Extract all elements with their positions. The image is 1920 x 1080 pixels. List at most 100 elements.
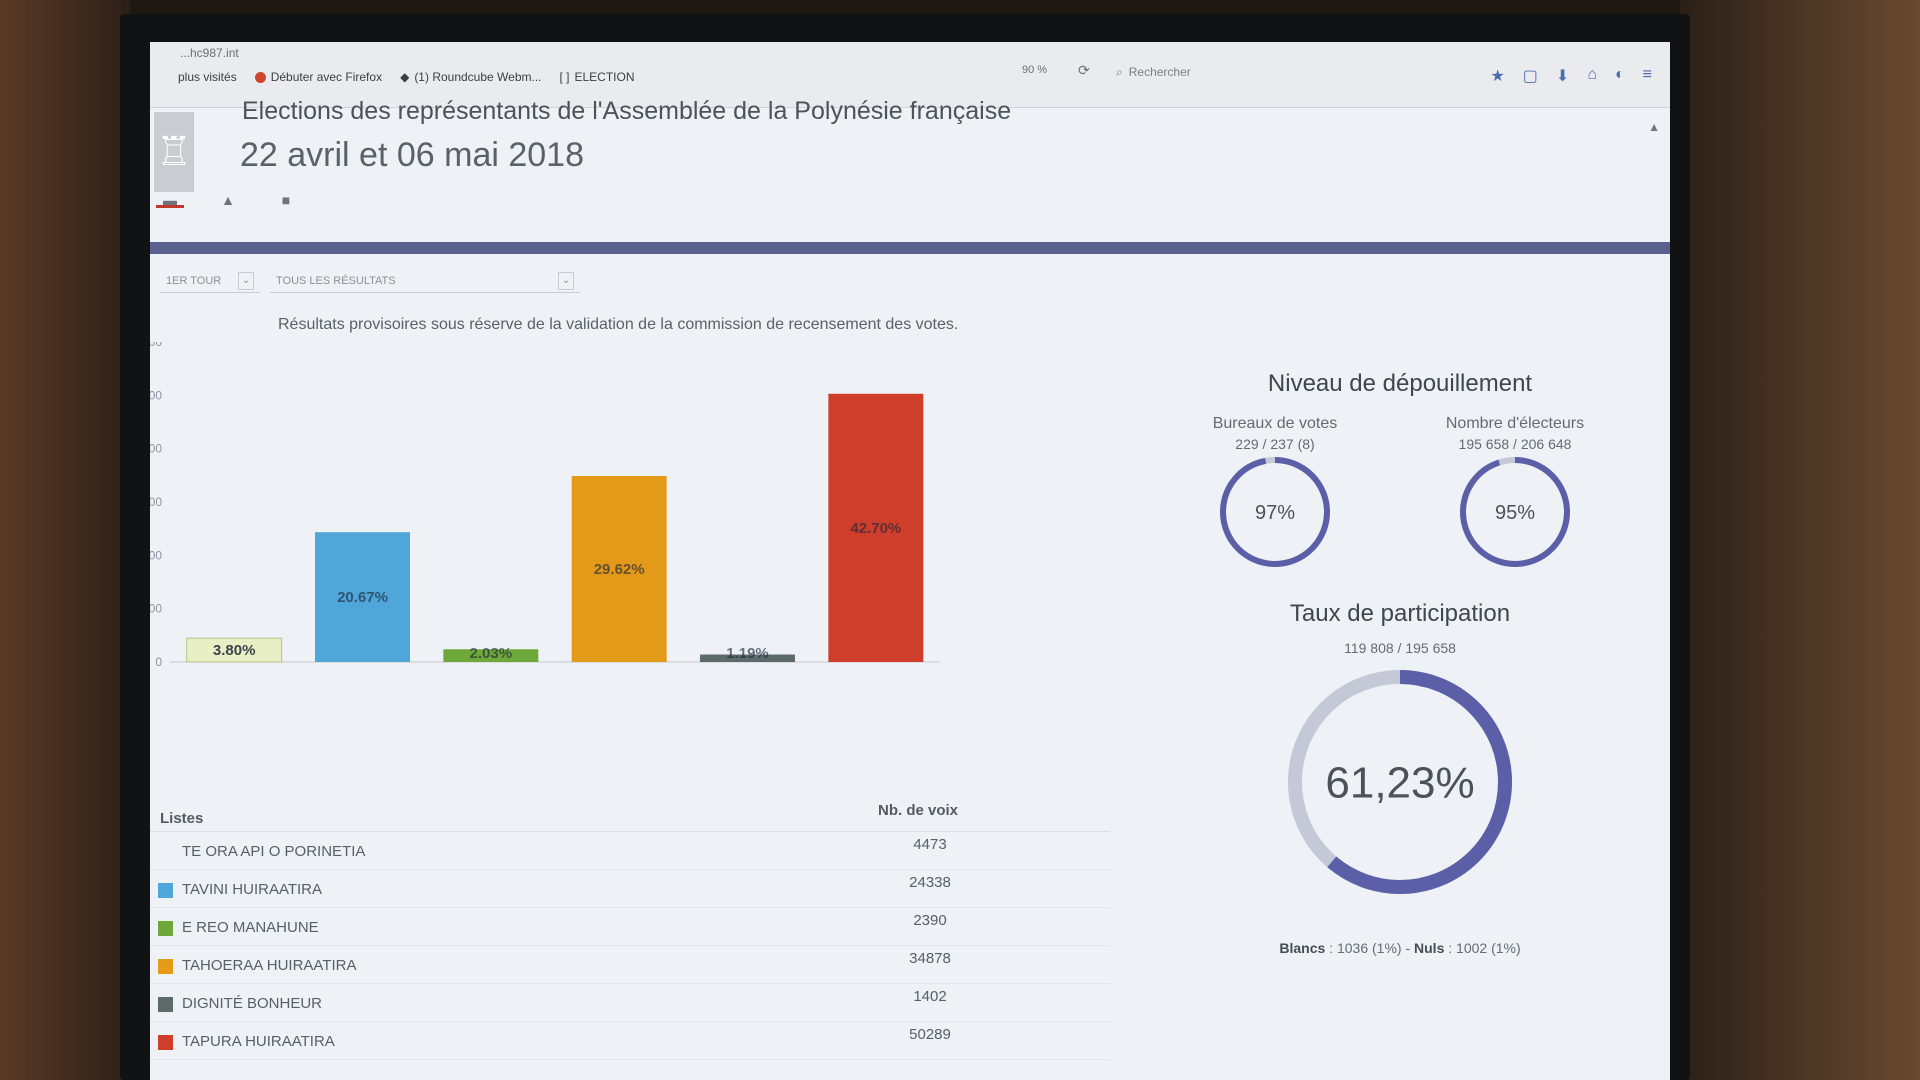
table-row[interactable]: E REO MANAHUNE 2390 [150, 908, 1110, 946]
browser-tools: ★ ▢ ⬇ ⌂ ◐ ≡ [1490, 66, 1652, 86]
color-swatch [158, 997, 173, 1012]
color-swatch [158, 959, 173, 974]
download-icon[interactable]: ⬇ [1555, 68, 1570, 85]
page-dates: 22 avril et 06 mai 2018 [240, 136, 584, 174]
vote-count: 24338 [909, 874, 951, 891]
bar-data-label: 42.70% [850, 520, 901, 537]
participation-gauge-fill [1288, 670, 1512, 894]
bar-data-label: 29.62% [594, 561, 645, 578]
search-box[interactable]: ⌕ Rechercher [1116, 60, 1366, 84]
header-band [150, 242, 1670, 254]
bar[interactable] [700, 654, 795, 662]
round-select[interactable]: 1ER TOUR ⌄ [160, 269, 260, 293]
results-table: Listes Nb. de voix TE ORA API O PORINETI… [150, 794, 1110, 1060]
color-swatch [158, 1035, 173, 1050]
bookmark-most-visited[interactable]: plus visités [178, 70, 237, 84]
table-row[interactable]: DIGNITÉ BONHEUR 1402 [150, 984, 1110, 1022]
bar-data-label: 3.80% [213, 642, 256, 659]
vote-count: 50289 [909, 1026, 951, 1043]
blank-null-votes: Blancs : 1036 (1%) - Nuls : 1002 (1%) [1279, 940, 1521, 956]
vote-count: 1402 [913, 988, 947, 1005]
participation-gauge-value: 61,23% [1325, 758, 1474, 807]
vote-count: 4473 [913, 836, 947, 853]
voters-gauge-value: 95% [1495, 502, 1535, 524]
scroll-up-icon[interactable]: ▲ [1648, 120, 1660, 134]
participation-gauge: 61,23% [1288, 670, 1512, 894]
bookmark-roundcube[interactable]: ◆ (1) Roundcube Webm... [400, 70, 542, 84]
vote-count: 34878 [909, 950, 951, 967]
extension-icon[interactable]: ◐ [1614, 66, 1625, 83]
chart-view-icon[interactable]: ▲ [221, 192, 235, 208]
bookmarks-bar: plus visités Débuter avec Firefox ◆ (1) R… [178, 70, 635, 84]
column-header-lists: Listes [160, 810, 204, 827]
view-switcher: ▬ ▲ ■ [150, 192, 300, 208]
column-header-votes: Nb. de voix [878, 802, 959, 819]
color-swatch [158, 845, 173, 860]
color-swatch [158, 921, 173, 936]
bookmark-election[interactable]: [ ] ELECTION [559, 70, 635, 84]
bar-data-label: 20.67% [337, 589, 388, 606]
bar[interactable] [571, 475, 667, 662]
counting-panel: Niveau de dépouillement Bureaux de votes… [1150, 322, 1650, 972]
folder-icon: [ ] [559, 70, 570, 84]
home-icon[interactable]: ⌂ [1587, 66, 1597, 83]
list-name: TE ORA API O PORINETIA [182, 843, 366, 860]
table-row[interactable]: TAHOERAA HUIRAATIRA 34878 [150, 946, 1110, 984]
bar[interactable] [186, 637, 283, 663]
y-tick-label: 0 [155, 655, 162, 669]
provisional-results-notice: Résultats provisoires sous réserve de la… [278, 316, 959, 333]
bar[interactable] [315, 532, 410, 662]
menu-icon[interactable]: ≡ [1642, 66, 1652, 83]
site-logo: ♖ [154, 112, 194, 192]
screen: ...hc987.int plus visités Débuter avec F… [150, 42, 1670, 1080]
browser-toolbar: ...hc987.int plus visités Débuter avec F… [150, 42, 1670, 108]
search-icon: ⌕ [1116, 64, 1123, 79]
firefox-icon [254, 71, 266, 83]
list-name: TAHOERAA HUIRAATIRA [182, 957, 357, 974]
reload-icon[interactable]: ⟳ [1078, 62, 1090, 78]
participation-title: Taux de participation [1289, 600, 1511, 627]
bar-data-label: 1.19% [726, 645, 769, 662]
bookmark-firefox[interactable]: Débuter avec Firefox [254, 70, 382, 84]
table-row[interactable]: TAVINI HUIRAATIRA 24338 [150, 870, 1110, 908]
table-header: Listes Nb. de voix [150, 794, 1110, 832]
home-view-icon[interactable]: ▬ [156, 192, 184, 208]
table-row[interactable]: TAPURA HUIRAATIRA 50289 [150, 1022, 1110, 1060]
address-bar[interactable]: ...hc987.int [180, 46, 239, 60]
participation-detail: 119 808 / 195 658 [1344, 640, 1456, 656]
bar[interactable] [828, 393, 924, 662]
filter-bar: 1ER TOUR ⌄ TOUS LES RÉSULTATS ⌄ [150, 264, 1670, 298]
voters-label: Nombre d'électeurs 195 658 / 206 648 [1445, 415, 1585, 452]
room-wall-left [0, 0, 130, 1080]
clipboard-icon[interactable]: ▢ [1522, 68, 1538, 85]
polling-stations-gauge-value: 97% [1255, 502, 1295, 524]
room-wall-right [1680, 0, 1920, 1080]
results-bar-chart: 00000000000000000000000003.80%20.67%2.03… [150, 342, 940, 669]
bar[interactable] [443, 649, 539, 662]
chevron-down-icon: ⌄ [558, 271, 574, 290]
vote-count: 2390 [913, 912, 947, 929]
list-name: E REO MANAHUNE [182, 919, 319, 936]
bookmark-star-icon[interactable]: ★ [1490, 68, 1505, 85]
table-view-icon[interactable]: ■ [281, 192, 291, 208]
list-name: TAVINI HUIRAATIRA [182, 881, 323, 898]
counting-title: Niveau de dépouillement [1267, 370, 1533, 397]
search-placeholder: Rechercher [1128, 65, 1191, 79]
color-swatch [158, 883, 173, 898]
list-name: TAPURA HUIRAATIRA [182, 1033, 335, 1050]
roundcube-icon: ◆ [400, 70, 410, 84]
list-name: DIGNITÉ BONHEUR [182, 995, 323, 1012]
chevron-down-icon: ⌄ [238, 271, 254, 290]
zoom-level[interactable]: 90 % [1022, 64, 1048, 76]
counting-gauges: 97% 95% [1220, 457, 1570, 567]
table-row[interactable]: TE ORA API O PORINETIA 4473 [150, 832, 1110, 870]
polling-stations-gauge-fill [1220, 457, 1330, 567]
bar-data-label: 2.03% [470, 645, 513, 662]
page-title: Elections des représentants de l'Assembl… [242, 97, 1012, 125]
scope-select[interactable]: TOUS LES RÉSULTATS ⌄ [270, 269, 580, 293]
